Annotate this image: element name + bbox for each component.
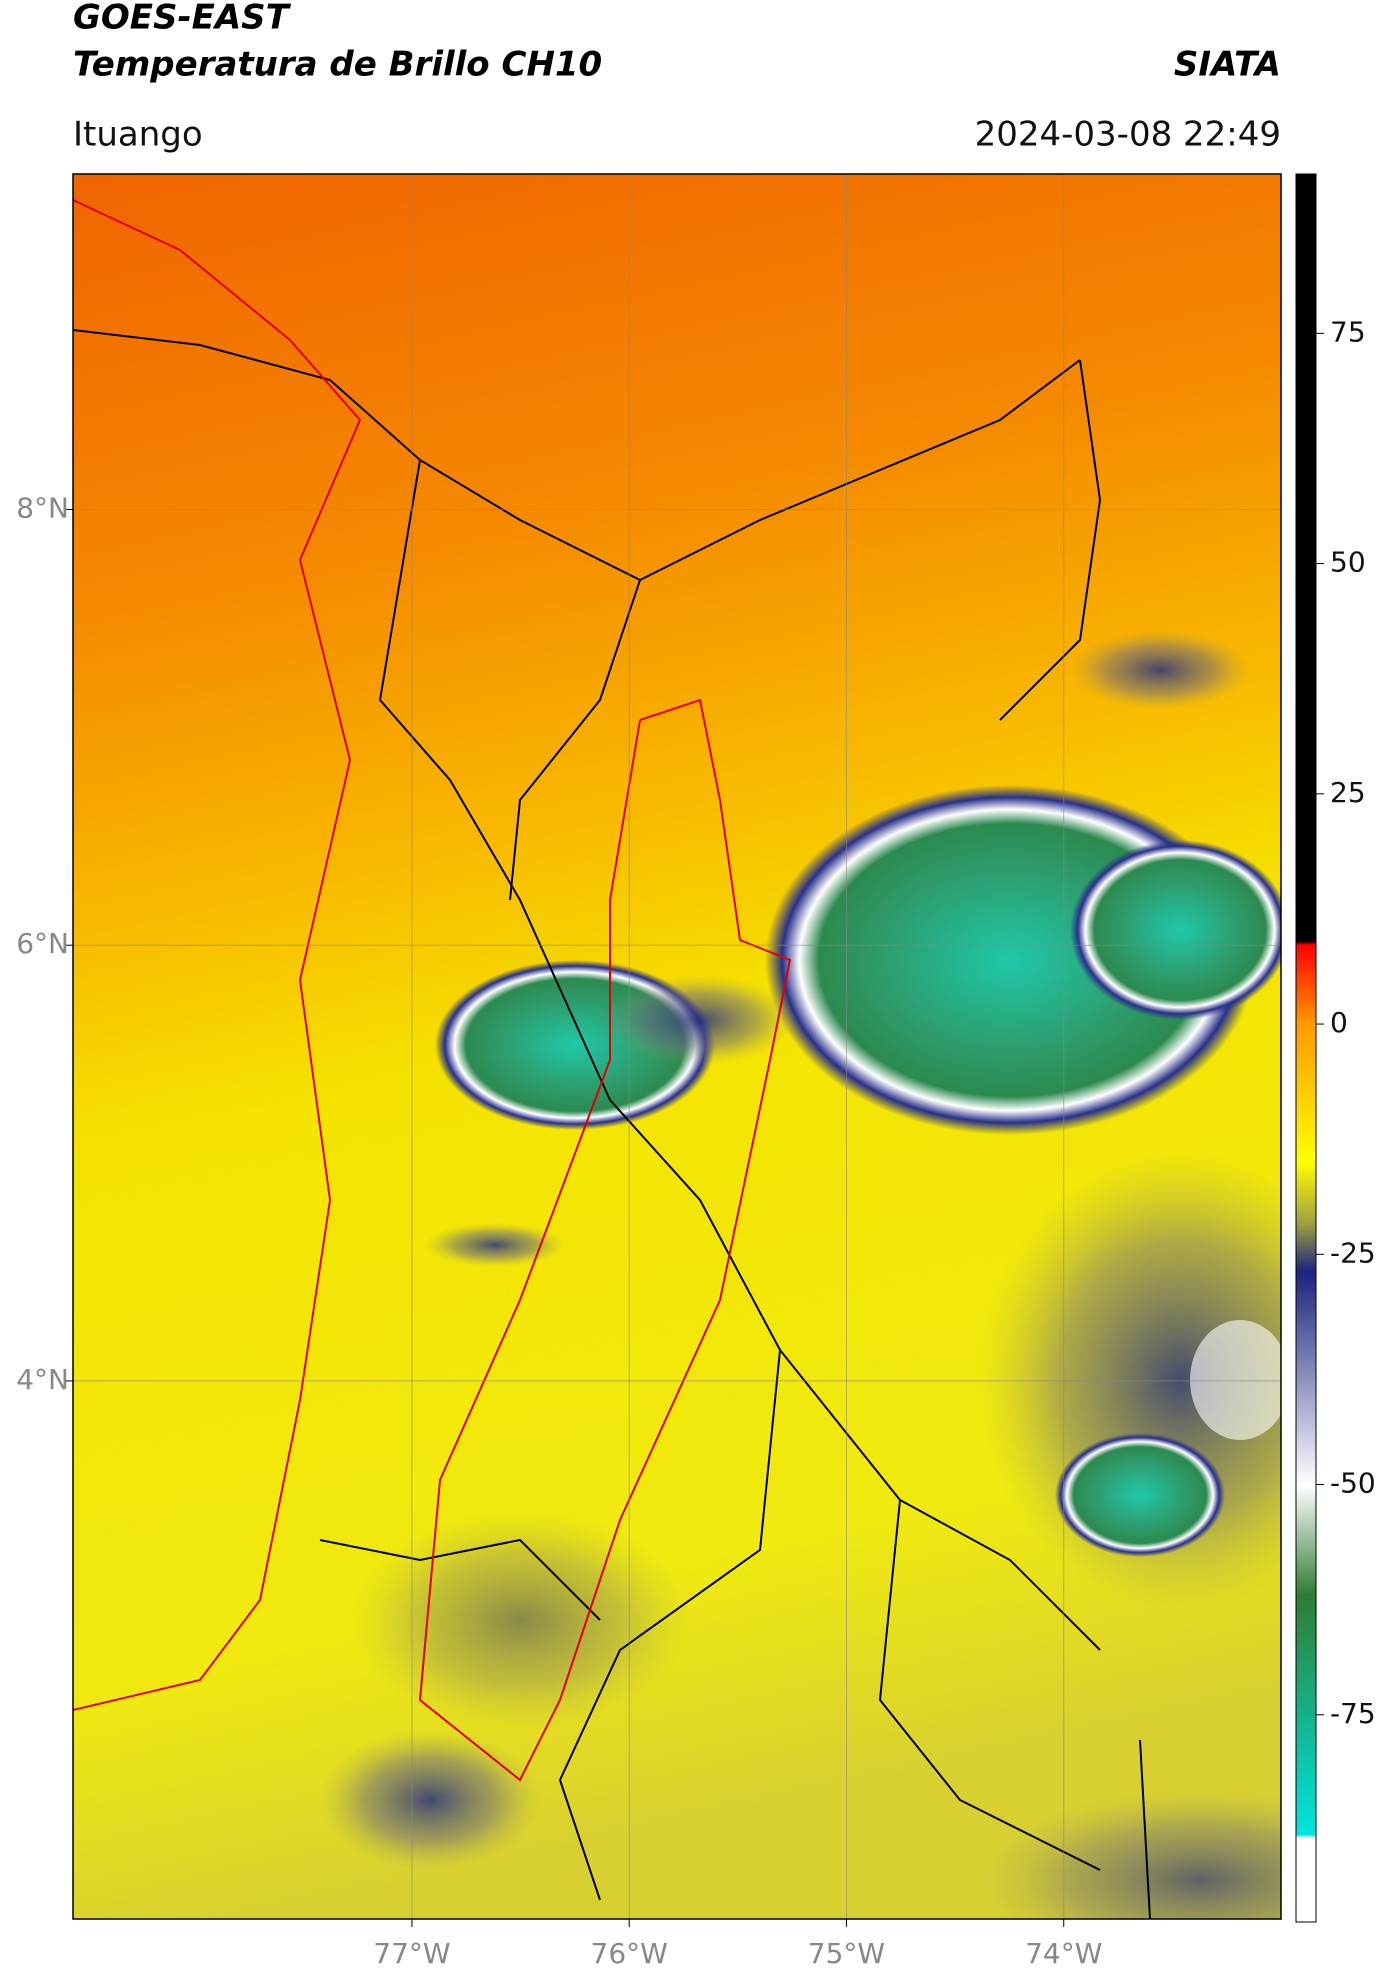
- y-tick-label: 4°N: [16, 1363, 69, 1396]
- subtitle: Temperatura de Brillo CH10: [73, 45, 602, 85]
- colorbar-tick-label: -25: [1330, 1236, 1376, 1269]
- x-tick-label: 77°W: [373, 1937, 450, 1970]
- colorbar-tick-label: 75: [1330, 315, 1366, 348]
- x-tick-label: 74°W: [1025, 1937, 1102, 1970]
- colorbar-tick-label: -50: [1330, 1467, 1376, 1500]
- colorbar-tick-label: 25: [1330, 776, 1366, 809]
- map-frame: [72, 173, 1282, 1920]
- satellite-image: [73, 174, 1281, 1919]
- datetime: 2024-03-08 22:49: [975, 115, 1281, 155]
- colorbar: [1295, 173, 1317, 1923]
- y-tick-label: 8°N: [16, 491, 69, 524]
- title: GOES-EAST: [73, 0, 292, 38]
- colorbar-tick-label: 50: [1330, 546, 1366, 579]
- source: SIATA: [1174, 45, 1281, 85]
- x-tick-label: 75°W: [808, 1937, 885, 1970]
- colorbar-tick-label: 0: [1330, 1006, 1348, 1039]
- y-tick-label: 6°N: [16, 927, 69, 960]
- graticule: [73, 174, 1281, 1919]
- colorbar-tick-label: -75: [1330, 1697, 1376, 1730]
- location: Ituango: [73, 115, 203, 155]
- x-tick-label: 76°W: [591, 1937, 668, 1970]
